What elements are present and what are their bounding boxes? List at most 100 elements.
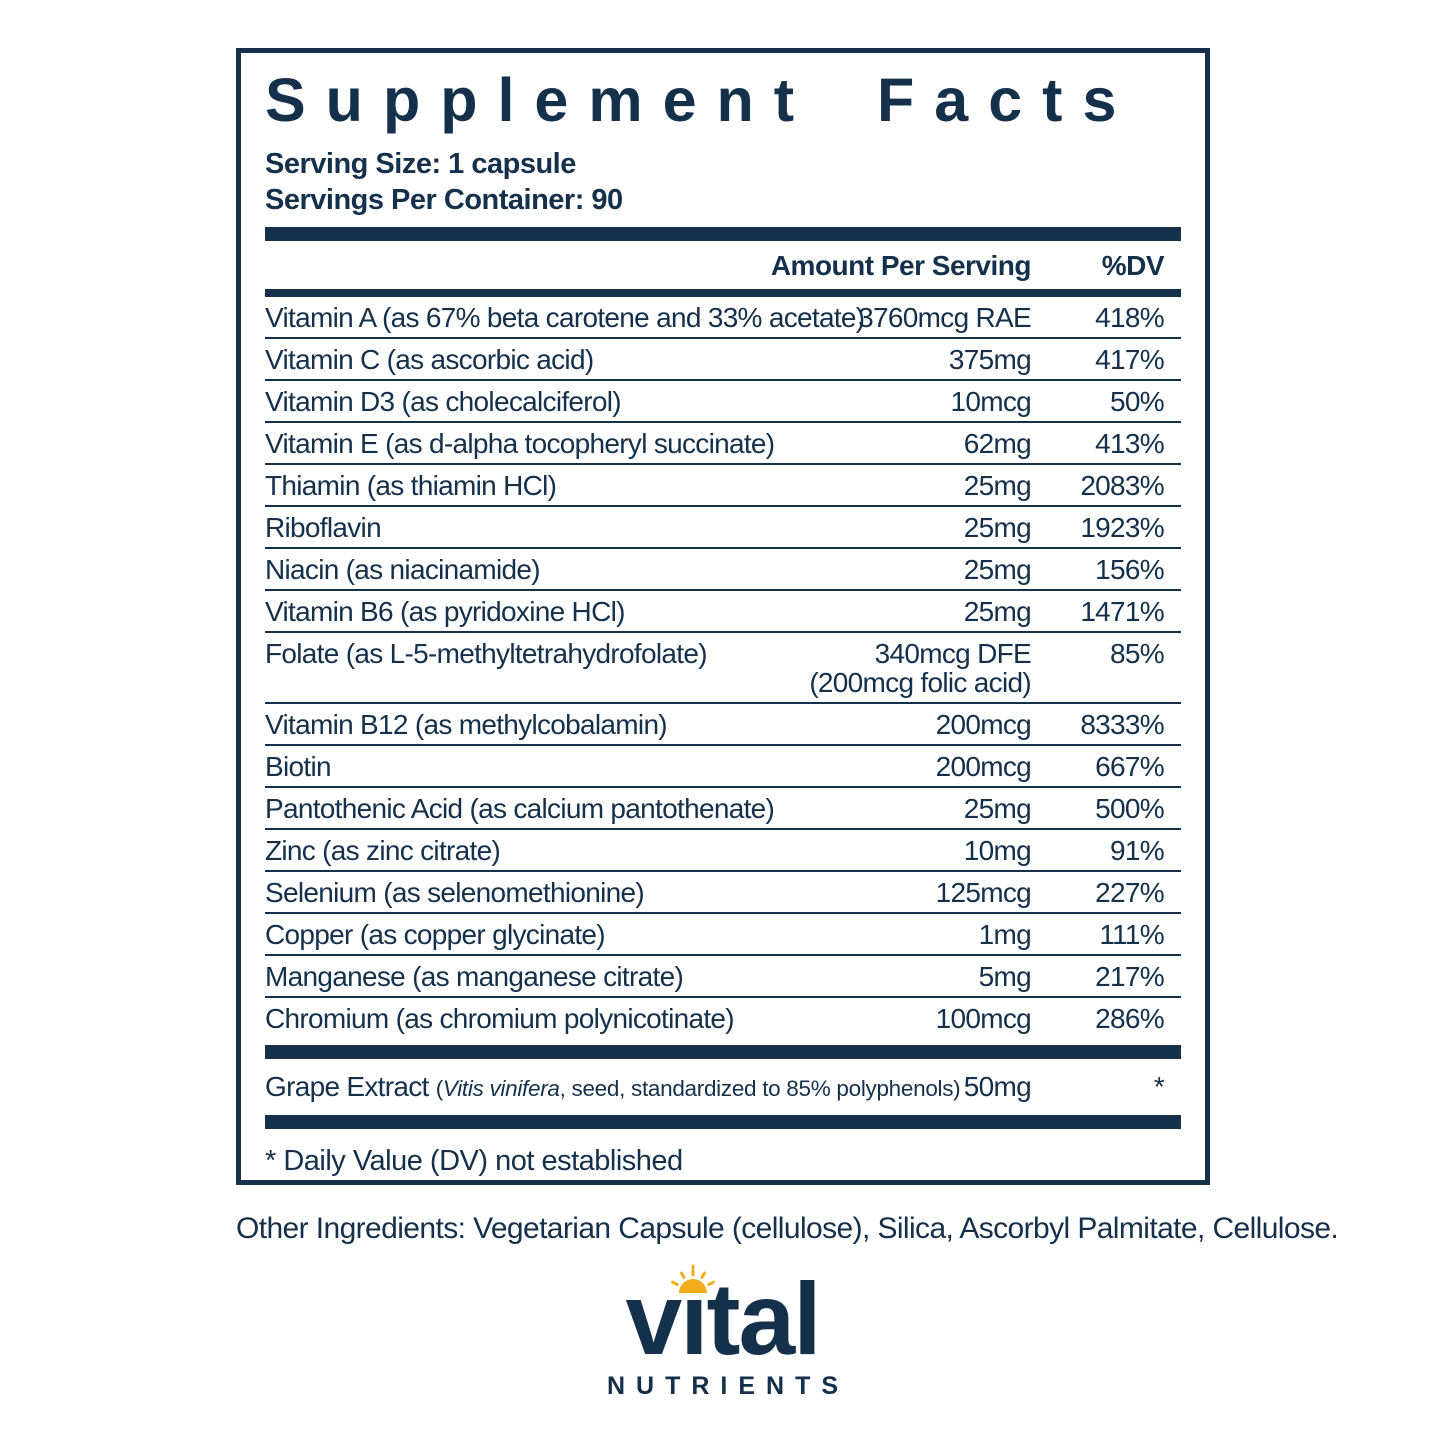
logo-subtitle: NUTRIENTS [606, 1372, 850, 1400]
nutrient-row: Vitamin B6 (as pyridoxine HCl) 25mg 1471… [265, 591, 1181, 634]
nutrient-dv: 217% [1095, 961, 1165, 993]
nutrient-name: Selenium (as selenomethionine) [265, 877, 645, 909]
nutrient-row: Selenium (as selenomethionine) 125mcg 22… [265, 872, 1181, 915]
nutrient-name: Vitamin C (as ascorbic acid) [265, 344, 594, 376]
nutrient-dv: 111% [1099, 919, 1164, 951]
nutrient-name: Biotin [265, 751, 332, 783]
nutrient-amount: 25mg [963, 793, 1032, 825]
nutrient-name: Folate (as L-5-methyltetrahydrofolate) [265, 638, 708, 670]
nutrient-row: Vitamin A (as 67% beta carotene and 33% … [265, 297, 1181, 340]
grape-extract-row: Grape Extract (Vitis vinifera, seed, sta… [265, 1066, 1181, 1108]
serving-size-text: Serving Size: 1 capsule [265, 148, 576, 181]
nutrient-dv: 91% [1110, 835, 1165, 867]
nutrient-amount: 62mg [963, 428, 1032, 460]
dv-header: %DV [1101, 250, 1165, 282]
nutrient-dv: 417% [1095, 344, 1165, 376]
nutrient-row: Vitamin D3 (as cholecalciferol) 10mcg 50… [265, 381, 1181, 424]
grape-paren: ( [435, 1076, 444, 1102]
nutrient-name: Thiamin (as thiamin HCl) [265, 470, 557, 502]
nutrient-name: Vitamin B6 (as pyridoxine HCl) [265, 596, 625, 628]
nutrient-name: Chromium (as chromium polynicotinate) [265, 1003, 735, 1035]
nutrient-name: Pantothenic Acid (as calcium pantothenat… [265, 793, 775, 825]
nutrient-amount: 25mg [963, 470, 1032, 502]
grape-latin-name: Vitis vinifera [442, 1076, 560, 1102]
nutrient-row: Folate (as L-5-methyltetrahydrofolate) 3… [265, 633, 1181, 705]
nutrient-dv: 667% [1095, 751, 1165, 783]
nutrient-amount: 1mg [978, 919, 1032, 951]
divider-thick-top [265, 227, 1181, 242]
nutrient-dv: 227% [1095, 877, 1165, 909]
nutrient-row: Manganese (as manganese citrate) 5mg 217… [265, 956, 1181, 999]
nutrient-row: Vitamin E (as d-alpha tocopheryl succina… [265, 423, 1181, 466]
nutrient-row: Biotin 200mcg 667% [265, 746, 1181, 789]
nutrient-amount: 25mg [963, 512, 1032, 544]
nutrient-row: Vitamin B12 (as methylcobalamin) 200mcg … [265, 704, 1181, 747]
nutrient-dv: 1923% [1080, 512, 1164, 544]
supplement-facts-panel: Supplement Facts Serving Size: 1 capsule… [236, 48, 1210, 1185]
grape-extract-dv: * [1153, 1071, 1165, 1103]
nutrient-dv: 286% [1095, 1003, 1165, 1035]
nutrient-dv: 2083% [1080, 470, 1164, 502]
panel-title: Supplement Facts [265, 66, 1137, 134]
logo-wordmark: v ıtal [625, 1264, 822, 1370]
grape-extract-detail: (Vitis vinifera, seed, standardized to 8… [436, 1076, 961, 1101]
nutrient-amount: 375mg [948, 344, 1032, 376]
nutrient-dv: 85% [1110, 638, 1165, 670]
nutrient-name: Niacin (as niacinamide) [265, 554, 541, 586]
nutrient-name: Vitamin D3 (as cholecalciferol) [265, 386, 622, 418]
logo-letter-v: v [625, 1262, 682, 1376]
nutrient-dv: 418% [1095, 302, 1165, 334]
nutrient-dv: 413% [1095, 428, 1165, 460]
nutrient-row: Vitamin C (as ascorbic acid) 375mg 417% [265, 339, 1181, 382]
nutrient-amount: 25mg [963, 554, 1032, 586]
divider-header-bottom [265, 289, 1181, 298]
nutrient-name: Vitamin B12 (as methylcobalamin) [265, 709, 668, 741]
logo-letter-i: ı [671, 1264, 716, 1370]
nutrient-amount: 5mg [978, 961, 1032, 993]
nutrient-amount: 10mcg [950, 386, 1031, 418]
nutrient-name: Vitamin A (as 67% beta carotene and 33% … [265, 302, 865, 334]
nutrient-row: Riboflavin 25mg 1923% [265, 507, 1181, 550]
vital-nutrients-logo: v ıtal NUTRIENTS [0, 1264, 1445, 1401]
nutrient-amount: 25mg [963, 596, 1032, 628]
nutrient-row: Chromium (as chromium polynicotinate) 10… [265, 998, 1181, 1038]
nutrient-name: Manganese (as manganese citrate) [265, 961, 684, 993]
nutrient-dv: 156% [1095, 554, 1165, 586]
nutrient-amount-note: (200mcg folic acid) [809, 667, 1031, 699]
divider-thick-above-grape [265, 1045, 1181, 1060]
nutrient-dv: 8333% [1080, 709, 1164, 741]
table-header-row: Amount Per Serving %DV [265, 241, 1181, 289]
sun-icon [671, 1264, 716, 1293]
other-ingredients-text: Other Ingredients: Vegetarian Capsule (c… [236, 1212, 1339, 1245]
amount-per-serving-header: Amount Per Serving [770, 250, 1032, 282]
nutrient-name: Riboflavin [265, 512, 382, 544]
nutrient-amount: 10mg [963, 835, 1032, 867]
nutrient-amount: 3760mcg RAE [858, 302, 1032, 334]
nutrient-amount: 125mcg [935, 877, 1032, 909]
grape-extract-amount: 50mg [963, 1071, 1032, 1103]
servings-per-container-text: Servings Per Container: 90 [265, 184, 623, 217]
divider-thick-below-grape [265, 1115, 1181, 1130]
nutrient-row: Pantothenic Acid (as calcium pantothenat… [265, 788, 1181, 831]
nutrient-name: Vitamin E (as d-alpha tocopheryl succina… [265, 428, 775, 460]
grape-detail-rest: , seed, standardized to 85% polyphenols) [559, 1076, 961, 1102]
nutrient-row: Copper (as copper glycinate) 1mg 111% [265, 914, 1181, 957]
nutrient-amount: 100mcg [935, 1003, 1032, 1035]
nutrient-name: Zinc (as zinc citrate) [265, 835, 501, 867]
logo-letters-tal: tal [706, 1262, 822, 1376]
nutrient-amount: 200mcg [935, 709, 1032, 741]
nutrient-dv: 500% [1095, 793, 1165, 825]
grape-extract-name: Grape Extract (Vitis vinifera, seed, sta… [265, 1071, 961, 1103]
nutrient-dv: 1471% [1080, 596, 1164, 628]
nutrient-rows: Vitamin A (as 67% beta carotene and 33% … [265, 297, 1181, 1038]
nutrient-row: Zinc (as zinc citrate) 10mg 91% [265, 830, 1181, 873]
nutrient-amount: 200mcg [935, 751, 1032, 783]
nutrient-name: Copper (as copper glycinate) [265, 919, 606, 951]
nutrient-amount: 340mcg DFE (200mcg folic acid) [741, 639, 1031, 697]
nutrient-row: Niacin (as niacinamide) 25mg 156% [265, 549, 1181, 592]
nutrient-row: Thiamin (as thiamin HCl) 25mg 2083% [265, 465, 1181, 508]
nutrient-dv: 50% [1110, 386, 1165, 418]
daily-value-footnote: * Daily Value (DV) not established [265, 1145, 683, 1178]
grape-extract-name-main: Grape Extract [265, 1071, 436, 1103]
